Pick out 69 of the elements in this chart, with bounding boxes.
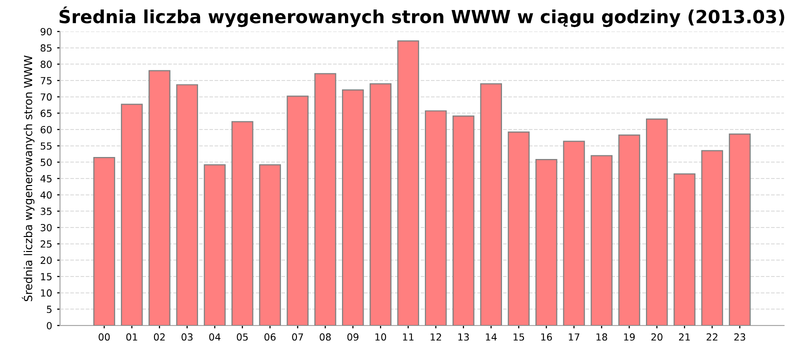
bar [231,121,254,326]
x-tick-label: 09 [347,333,358,341]
y-tick-label: 50 [40,158,52,166]
bar [93,157,116,326]
x-tick-label: 16 [541,333,552,341]
x-tick-label: 20 [651,333,662,341]
y-tick-label: 0 [46,322,52,330]
bar [563,140,585,326]
bar [370,83,392,326]
y-tick-label: 30 [40,224,52,232]
bar [176,84,198,326]
x-tick-label: 17 [568,333,580,341]
x-tick-label: 02 [154,333,165,341]
x-tick-label: 05 [236,333,248,341]
y-tick-label: 90 [40,28,52,36]
y-tick-label: 10 [41,289,52,297]
y-tick-label: 25 [40,240,52,248]
x-tick-label: 21 [679,333,690,341]
y-tick-label: 65 [40,110,52,117]
bar [701,150,724,326]
x-tick-label: 23 [734,333,746,341]
y-tick-label: 40 [40,191,52,199]
x-tick-label: 08 [320,333,331,341]
y-tick-label: 20 [40,256,52,264]
chart-title: Średnia liczba wygenerowanych stron WWW w ciągu godziny (2013.03) [60,6,784,28]
bar [314,73,336,326]
bar [480,83,502,326]
bar [397,40,420,326]
bar [342,89,364,326]
x-tick-label: 14 [486,333,497,341]
y-tick-label: 45 [40,175,52,182]
x-tick-label: 03 [182,333,193,341]
x-tick-label: 11 [403,333,414,341]
y-tick-label: 75 [40,77,52,84]
x-tick-label: 06 [264,333,276,341]
x-tick-label: 04 [209,333,220,341]
bar [728,134,751,326]
x-tick-label: 22 [706,333,718,341]
y-tick-label: 35 [40,208,52,215]
bar [148,70,170,326]
y-tick-label: 80 [40,60,52,68]
bar [204,164,226,326]
x-tick-label: 13 [458,333,469,341]
bar [618,134,640,326]
bar [508,132,530,326]
x-tick-label: 01 [126,333,138,341]
y-tick-label: 15 [41,273,52,280]
y-tick-label: 85 [40,44,52,52]
bar [286,96,309,326]
x-tick-label: 19 [624,333,635,341]
y-tick-label: 5 [46,306,52,313]
x-tick-label: 07 [292,333,304,341]
bar [674,173,696,326]
y-tick-label: 60 [40,126,52,134]
bar [120,104,143,326]
x-tick-label: 18 [596,333,608,341]
x-tick-label: 10 [375,333,386,341]
bar [590,155,613,326]
y-tick-label: 70 [40,93,52,101]
bar [424,110,447,326]
bar [646,118,668,326]
y-tick-label: 55 [40,142,52,150]
y-axis-title: Średnia liczba wygenerowanych stron WWW [22,55,34,302]
bar [535,159,558,326]
bar [259,164,281,326]
x-tick-label: 12 [430,333,442,341]
bar [452,116,474,326]
x-tick-label: 15 [514,333,524,341]
x-tick-label: 00 [98,333,110,341]
